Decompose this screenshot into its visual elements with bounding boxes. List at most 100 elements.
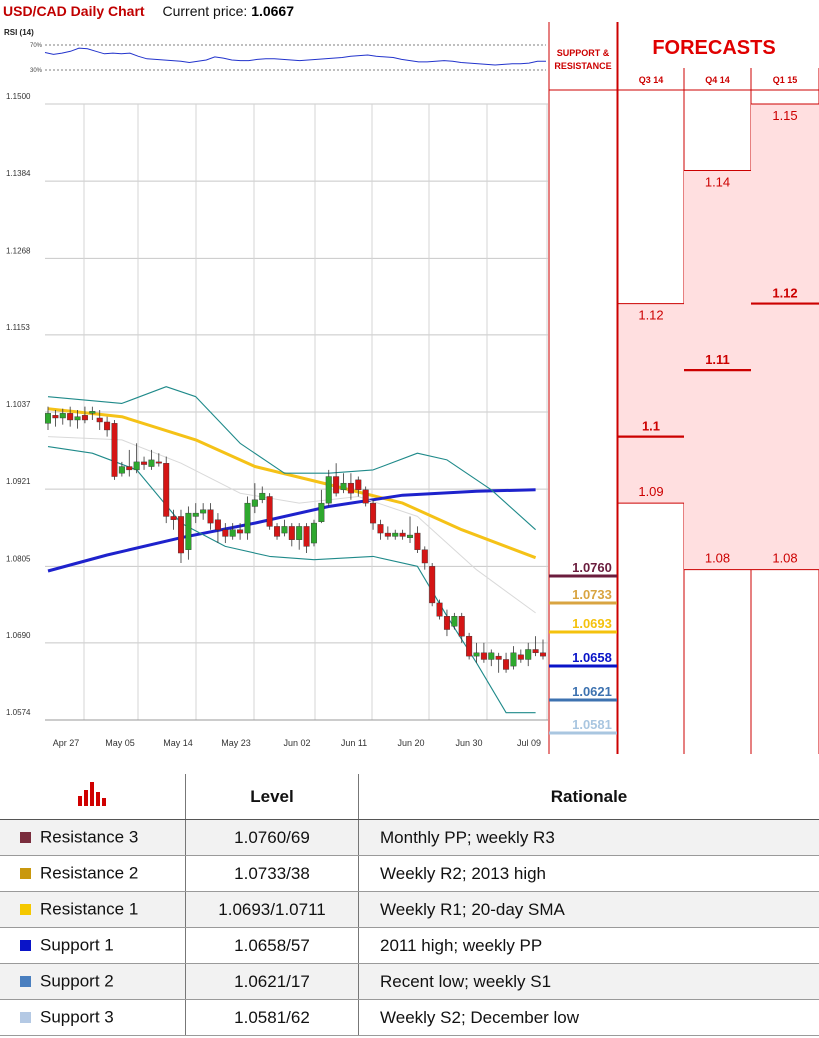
- candle-body: [111, 423, 118, 477]
- candle-body: [473, 652, 480, 657]
- candle-body: [362, 489, 369, 504]
- overlay-line: [47, 407, 537, 560]
- level-value: 1.0581/62: [185, 999, 359, 1036]
- level-name-cell: Support 1: [0, 927, 186, 964]
- y-tick-label: 1.0690: [6, 631, 31, 640]
- level-rationale: Weekly R2; 2013 high: [358, 855, 819, 892]
- candle-body: [466, 635, 473, 657]
- level-value: 1.0658/57: [185, 927, 359, 964]
- x-tick-label: May 05: [105, 738, 135, 748]
- candle-body: [517, 654, 524, 660]
- forecast-range-band: [618, 303, 684, 504]
- x-tick-label: May 23: [221, 738, 251, 748]
- candle-body: [296, 526, 303, 540]
- overlay-line: [47, 436, 536, 614]
- table-row: Resistance 1 1.0693/1.0711 Weekly R1; 20-d…: [0, 891, 819, 928]
- candle-body: [59, 413, 66, 419]
- rationale-header: Rationale: [358, 774, 819, 820]
- level-name: Resistance 1: [40, 899, 139, 919]
- level-color-swatch: [20, 904, 31, 916]
- level-name-cell: Support 2: [0, 963, 186, 1000]
- candle-body: [333, 476, 340, 494]
- y-tick-label: 1.1500: [6, 92, 31, 101]
- forecast-mean-label: 1.11: [705, 352, 730, 367]
- forecast-high-label: 1.12: [638, 308, 663, 323]
- candle-body: [251, 499, 258, 507]
- candle-body: [148, 459, 155, 467]
- level-color-swatch: [20, 940, 31, 952]
- price-value: 1.0667: [251, 3, 295, 19]
- table-row: Support 1 1.0658/57 2011 high; weekly PP: [0, 927, 819, 964]
- forecasts-title: FORECASTS: [652, 37, 775, 59]
- x-tick-label: Apr 27: [53, 738, 80, 748]
- x-tick-label: Jun 11: [341, 738, 367, 748]
- candle-body: [532, 649, 539, 654]
- forecast-period-label: Q3 14: [639, 75, 664, 85]
- level-color-swatch: [20, 1012, 31, 1024]
- candle-body: [495, 655, 502, 660]
- table-header-row: Level Rationale: [0, 774, 819, 820]
- candle-body: [281, 526, 288, 534]
- candle-body: [540, 652, 547, 657]
- level-name: Support 2: [40, 971, 114, 991]
- x-tick-label: Jun 30: [455, 738, 482, 748]
- level-name-cell: Support 3: [0, 999, 186, 1036]
- candle-body: [274, 526, 281, 537]
- candle-body: [96, 417, 103, 423]
- table-row: Support 3 1.0581/62 Weekly S2; December lo…: [0, 999, 819, 1036]
- forecast-high-label: 1.15: [772, 108, 797, 123]
- forecast-period-label: Q4 14: [705, 75, 730, 85]
- y-tick-label: 1.0921: [6, 477, 31, 486]
- chart-header: USD/CAD Daily Chart Current price: 1.066…: [0, 0, 548, 22]
- price-label: Current price:: [162, 3, 248, 19]
- candle-body: [347, 482, 354, 494]
- level-name-cell: Resistance 2: [0, 855, 186, 892]
- table-row: Resistance 2 1.0733/38 Weekly R2; 2013 hig…: [0, 855, 819, 892]
- level-header: Level: [185, 774, 359, 820]
- levels-table: Level Rationale Resistance 3 1.0760/69 Mon…: [0, 774, 819, 1038]
- x-tick-label: May 14: [163, 738, 193, 748]
- level-name-cell: Resistance 3: [0, 819, 186, 856]
- candle-body: [399, 532, 406, 537]
- overlay-line: [47, 488, 536, 573]
- candle-body: [451, 616, 458, 627]
- candle-body: [303, 526, 310, 547]
- candle-body: [377, 524, 384, 534]
- candle-body: [45, 413, 52, 424]
- candle-body: [229, 529, 236, 537]
- level-name: Resistance 2: [40, 863, 139, 883]
- candle-body: [414, 532, 421, 550]
- candle-body: [126, 466, 133, 471]
- sr-level-label: 1.0693: [572, 616, 612, 631]
- rsi-line: [44, 47, 546, 66]
- sr-level-label: 1.0733: [572, 587, 612, 602]
- candle-body: [244, 502, 251, 534]
- level-name: Support 1: [40, 935, 114, 955]
- y-tick-label: 1.1384: [6, 169, 31, 178]
- forecast-low-label: 1.09: [638, 484, 663, 499]
- candle-body: [214, 519, 221, 530]
- candle-body: [318, 502, 325, 522]
- table-row: Support 2 1.0621/17 Recent low; weekly S1: [0, 963, 819, 1000]
- level-rationale: Weekly S2; December low: [358, 999, 819, 1036]
- y-tick-label: 1.1268: [6, 246, 31, 255]
- level-value: 1.0733/38: [185, 855, 359, 892]
- y-tick-label: 1.1153: [6, 323, 30, 332]
- table-row: Resistance 3 1.0760/69 Monthly PP; weekly …: [0, 819, 819, 856]
- candle-body: [170, 516, 177, 520]
- rsi-lower-label: 30%: [30, 68, 43, 74]
- forecast-chart: RSI (14) 70% 30% 1.1500 1.1384 1.1268 1.1153 1.…: [4, 22, 819, 754]
- candle-body: [392, 532, 399, 537]
- level-value: 1.0621/17: [185, 963, 359, 1000]
- sr-level-label: 1.0658: [572, 650, 612, 665]
- level-color-swatch: [20, 976, 31, 988]
- candle-body: [81, 415, 88, 421]
- candle-body: [177, 516, 184, 554]
- level-value: 1.0693/1.0711: [185, 891, 359, 928]
- candle-body: [310, 522, 317, 544]
- candle-body: [89, 411, 96, 414]
- forecast-mean-label: 1.1: [642, 419, 660, 434]
- x-tick-label: Jun 02: [283, 738, 310, 748]
- candle-body: [67, 413, 74, 421]
- candle-body: [118, 466, 125, 474]
